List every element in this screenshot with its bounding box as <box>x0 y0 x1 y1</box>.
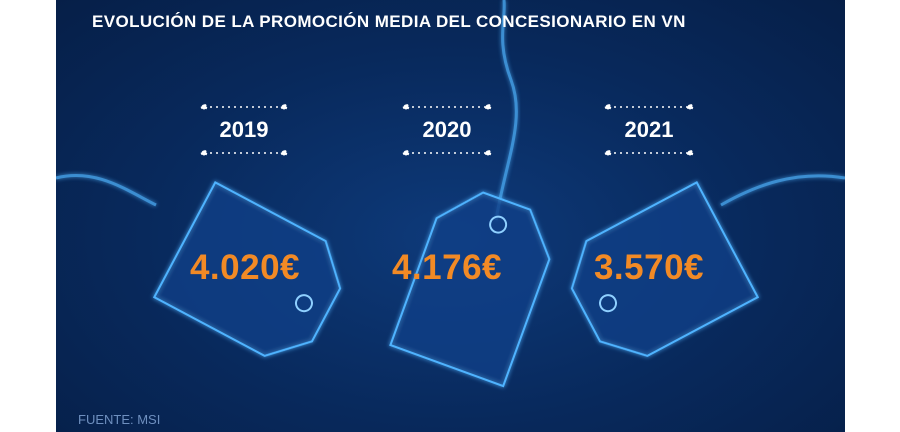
year-frame-2019 <box>200 103 288 157</box>
value-label-2020: 4.176€ <box>391 248 503 287</box>
value-label-2019: 4.020€ <box>189 248 301 287</box>
price-tag-2019 <box>152 181 342 357</box>
value-label-2021: 3.570€ <box>593 248 705 287</box>
price-tag-2020 <box>389 191 551 388</box>
category-label-2019: 2019 <box>219 117 269 142</box>
infographic-panel: EVOLUCIÓN DE LA PROMOCIÓN MEDIA DEL CONC… <box>56 0 845 432</box>
chart-title: EVOLUCIÓN DE LA PROMOCIÓN MEDIA DEL CONC… <box>92 12 686 31</box>
year-frame-2021 <box>604 103 694 157</box>
category-label-2020: 2020 <box>422 117 472 142</box>
category-label-2021: 2021 <box>624 117 674 142</box>
tag-string-2020 <box>494 0 518 221</box>
tag-string-2021 <box>720 174 845 207</box>
tag-string-2019 <box>56 173 157 207</box>
year-frame-2020 <box>402 103 492 157</box>
price-tags-illustration <box>56 0 845 388</box>
price-tag-2021 <box>570 181 760 357</box>
source-note: FUENTE: MSI <box>78 412 161 427</box>
